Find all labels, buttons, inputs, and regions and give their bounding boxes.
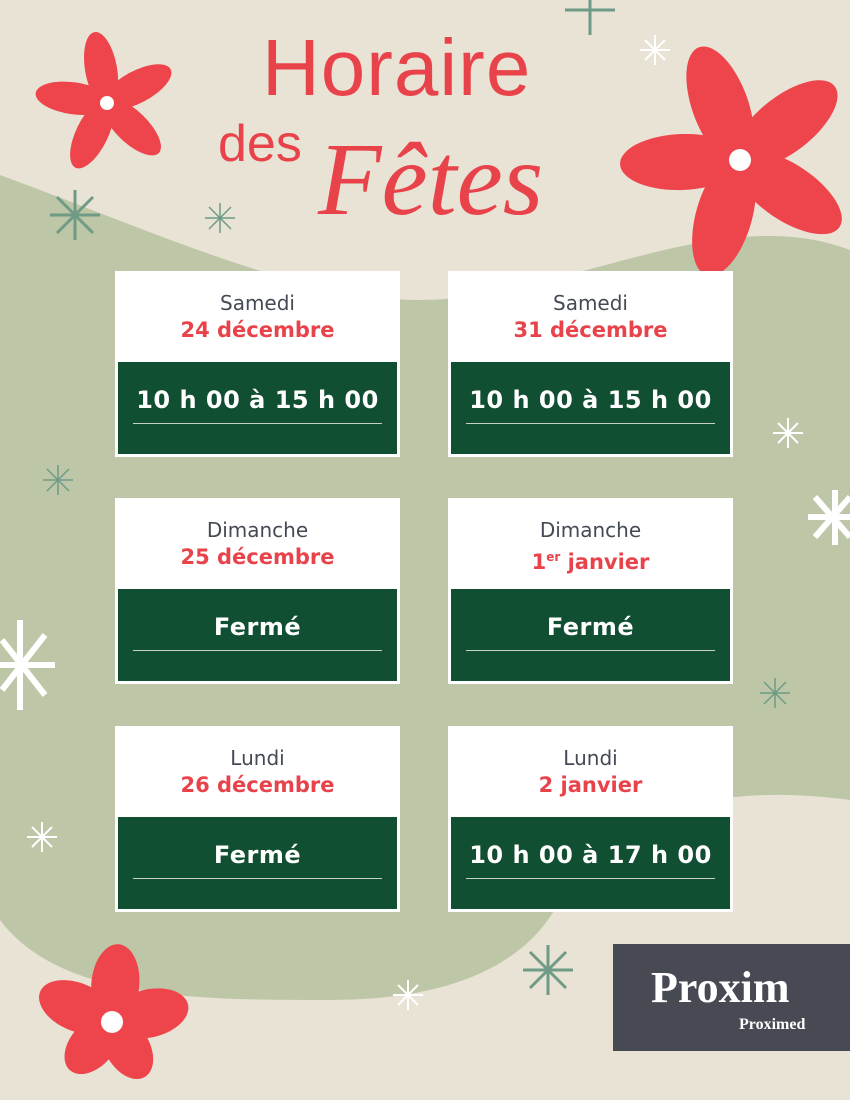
divider <box>133 650 382 651</box>
schedule-card: Dimanche 1er janvier Fermé <box>448 498 733 684</box>
date-label: 1er janvier <box>451 543 730 576</box>
divider <box>133 423 382 424</box>
date-label: 26 décembre <box>180 773 335 797</box>
title-fetes: Fêtes <box>318 122 544 237</box>
date-number: 1 <box>531 550 547 574</box>
date-ordinal: er <box>546 550 561 564</box>
title-des: des <box>218 115 302 173</box>
date-label: 24 décembre <box>180 318 335 342</box>
divider <box>466 423 715 424</box>
poinsettia-icon <box>35 31 842 1079</box>
proxim-logo: Proxim Proximed <box>613 944 850 1051</box>
day-label: Dimanche <box>539 518 642 542</box>
schedule-card: Lundi 26 décembre Fermé <box>115 726 400 912</box>
day-label: Lundi <box>230 746 285 770</box>
schedule-card: Lundi 2 janvier 10 h 00 à 17 h 00 <box>448 726 733 912</box>
date-label: 25 décembre <box>180 545 335 569</box>
date-month: janvier <box>560 550 650 574</box>
logo-sub: Proximed <box>739 1016 806 1033</box>
schedule-card: Dimanche 25 décembre Fermé <box>115 498 400 684</box>
hours-label: 10 h 00 à 17 h 00 <box>469 841 712 869</box>
sparkle-icon <box>0 35 850 1010</box>
snowflake-icon <box>43 0 790 995</box>
day-label: Samedi <box>220 291 295 315</box>
hours-label: 10 h 00 à 15 h 00 <box>469 386 712 414</box>
day-label: Lundi <box>563 746 618 770</box>
divider <box>133 878 382 879</box>
divider <box>466 878 715 879</box>
day-label: Samedi <box>553 291 628 315</box>
hours-label: Fermé <box>213 841 302 869</box>
day-label: Dimanche <box>206 518 309 542</box>
date-label: 2 janvier <box>538 773 643 797</box>
schedule-card: Samedi 24 décembre 10 h 00 à 15 h 00 <box>115 271 400 457</box>
hours-label: Fermé <box>546 613 635 641</box>
hours-label: Fermé <box>213 613 302 641</box>
title-horaire: Horaire <box>262 23 532 112</box>
date-label: 31 décembre <box>513 318 668 342</box>
logo-main: Proxim <box>651 963 790 1012</box>
divider <box>466 650 715 651</box>
hours-label: 10 h 00 à 15 h 00 <box>136 386 379 414</box>
schedule-card: Samedi 31 décembre 10 h 00 à 15 h 00 <box>448 271 733 457</box>
